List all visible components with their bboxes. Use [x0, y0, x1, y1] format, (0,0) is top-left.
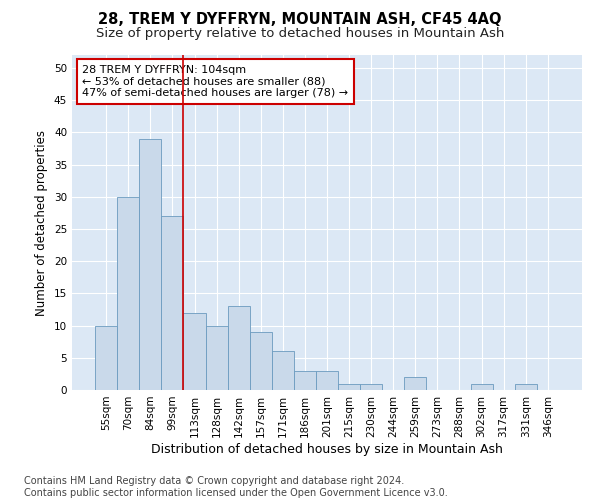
Bar	[338, 384, 360, 390]
Y-axis label: Number of detached properties: Number of detached properties	[35, 130, 49, 316]
Text: Size of property relative to detached houses in Mountain Ash: Size of property relative to detached ho…	[96, 28, 504, 40]
Bar	[515, 384, 537, 390]
Bar	[206, 326, 227, 390]
Bar	[161, 216, 184, 390]
Bar	[139, 138, 161, 390]
Bar	[316, 370, 338, 390]
Bar	[250, 332, 272, 390]
Bar	[294, 370, 316, 390]
Text: 28, TREM Y DYFFRYN, MOUNTAIN ASH, CF45 4AQ: 28, TREM Y DYFFRYN, MOUNTAIN ASH, CF45 4…	[98, 12, 502, 28]
Bar	[184, 312, 206, 390]
X-axis label: Distribution of detached houses by size in Mountain Ash: Distribution of detached houses by size …	[151, 442, 503, 456]
Bar	[95, 326, 117, 390]
Bar	[404, 377, 427, 390]
Bar	[360, 384, 382, 390]
Bar	[272, 352, 294, 390]
Bar	[227, 306, 250, 390]
Text: Contains HM Land Registry data © Crown copyright and database right 2024.
Contai: Contains HM Land Registry data © Crown c…	[24, 476, 448, 498]
Bar	[470, 384, 493, 390]
Text: 28 TREM Y DYFFRYN: 104sqm
← 53% of detached houses are smaller (88)
47% of semi-: 28 TREM Y DYFFRYN: 104sqm ← 53% of detac…	[82, 65, 349, 98]
Bar	[117, 196, 139, 390]
